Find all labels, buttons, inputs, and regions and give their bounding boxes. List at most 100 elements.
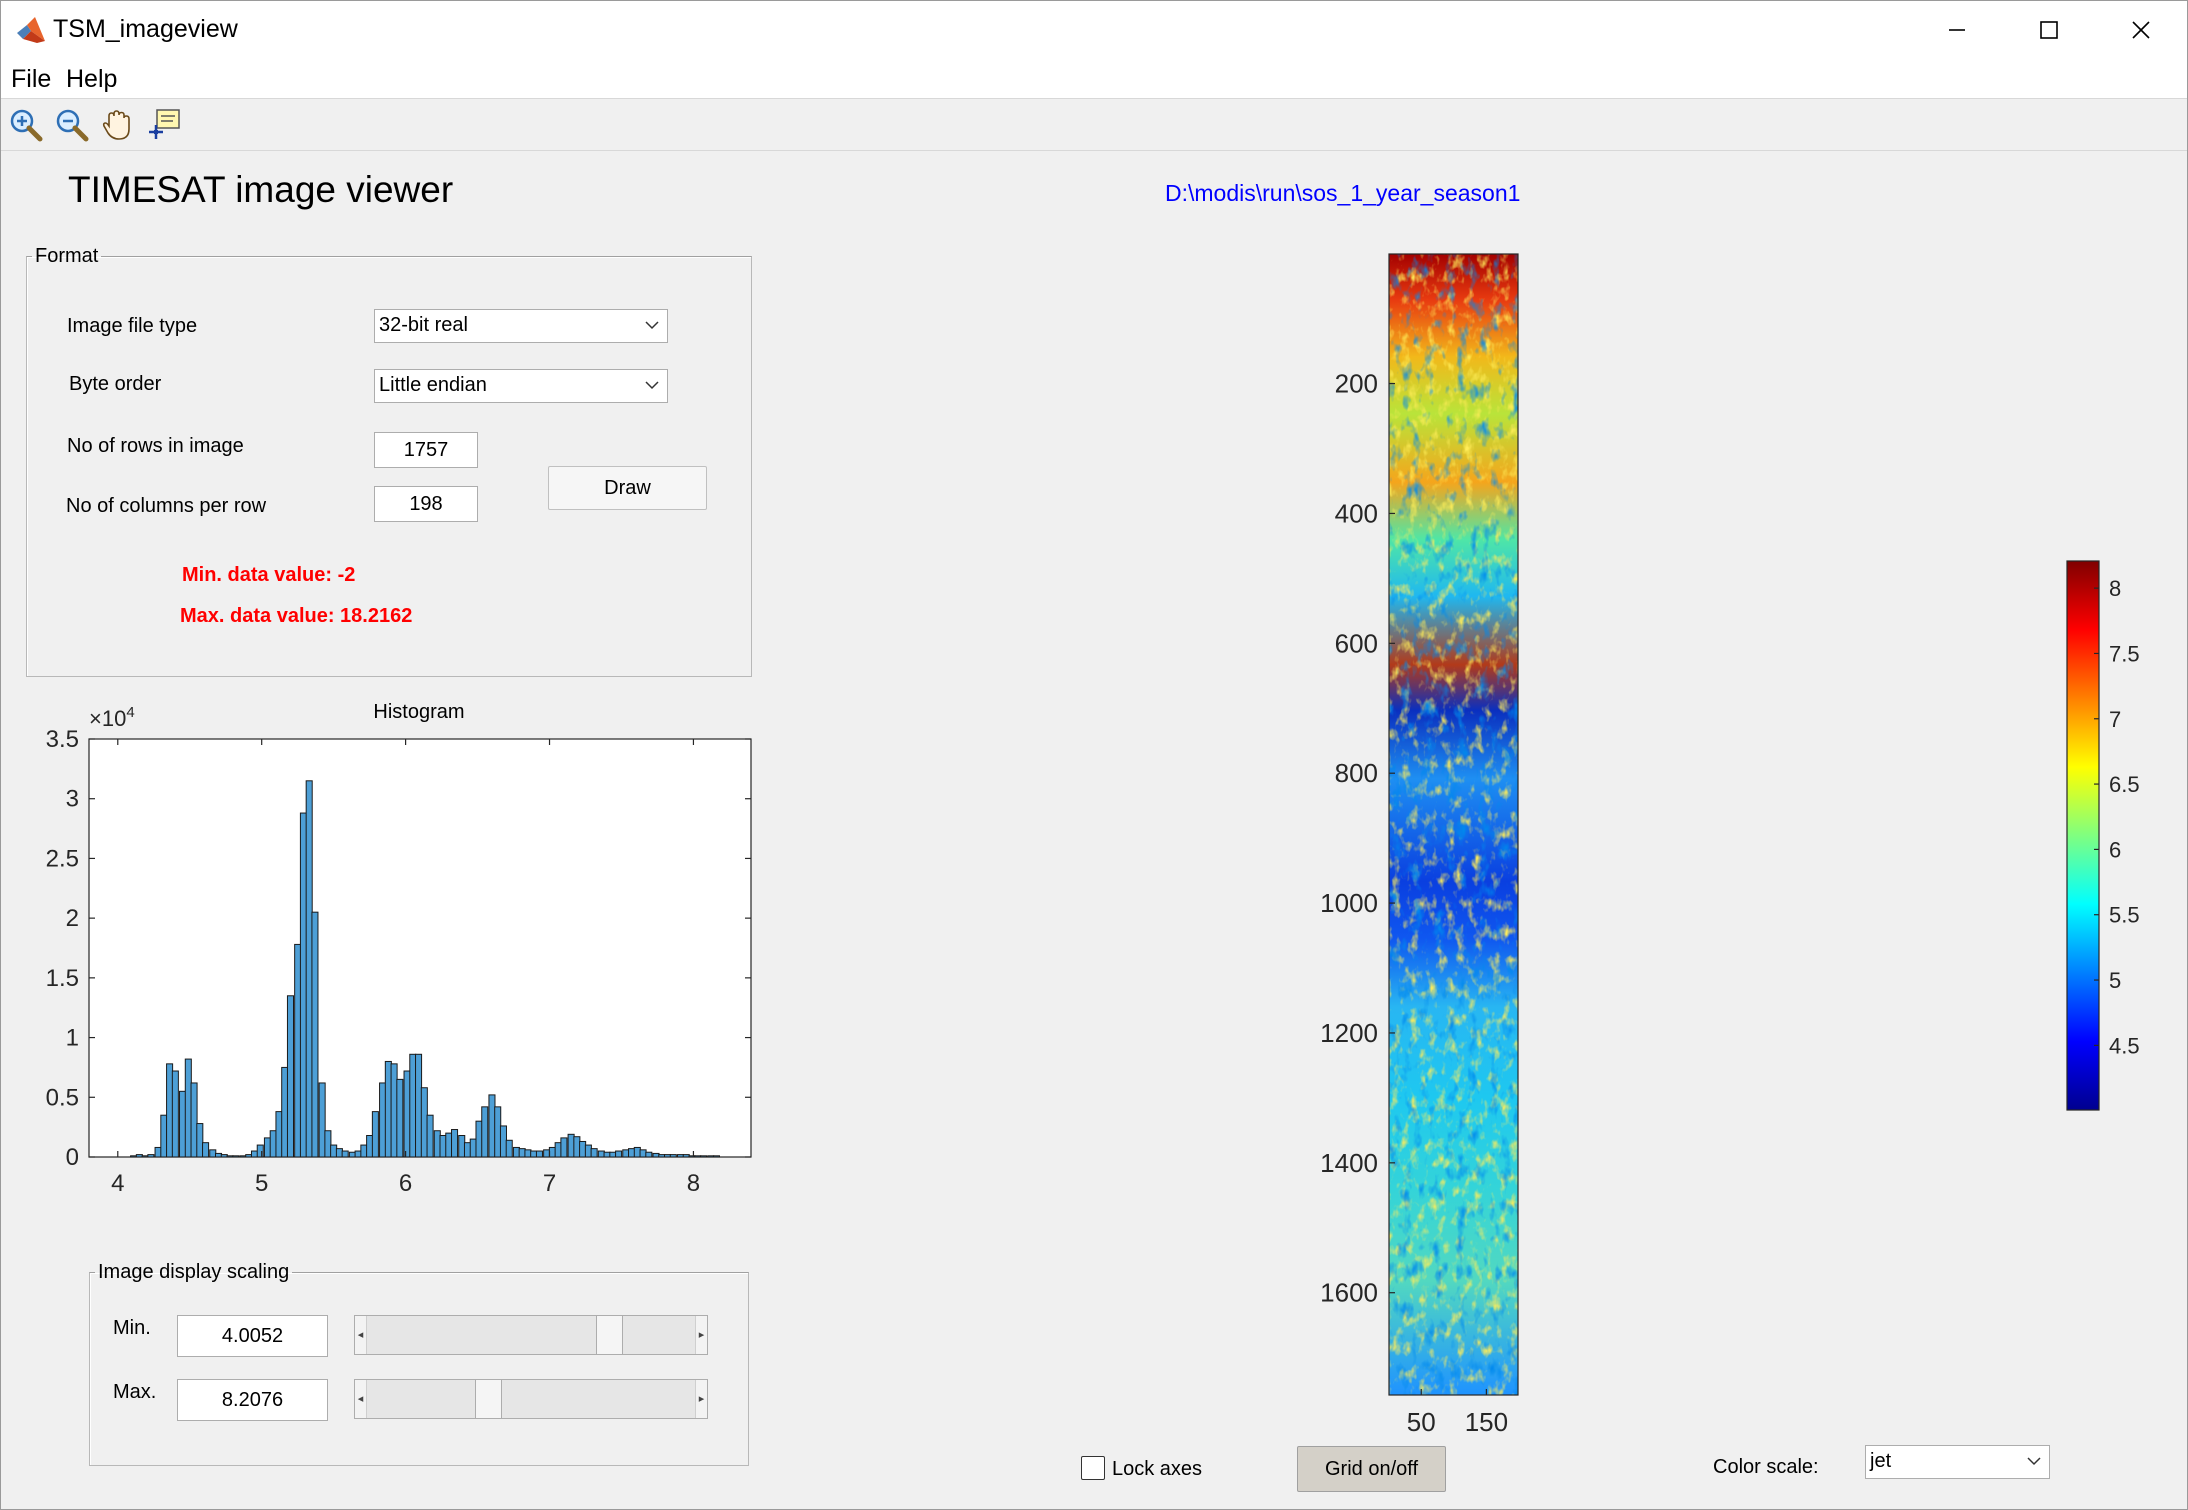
colorbar-tick-label: 5 xyxy=(2109,968,2121,993)
lock-axes-checkbox[interactable] xyxy=(1081,1456,1105,1480)
histogram-bar xyxy=(330,1144,338,1158)
grid-toggle-button[interactable]: Grid on/off xyxy=(1297,1446,1446,1492)
histogram-bar xyxy=(676,1154,685,1158)
image-y-tick-label: 400 xyxy=(1335,498,1378,528)
scaling-max-label: Max. xyxy=(113,1381,157,1403)
image-y-tick-label: 200 xyxy=(1335,369,1378,399)
maximize-icon xyxy=(2040,21,2058,39)
histogram-bar xyxy=(439,1135,447,1158)
histogram-bar xyxy=(396,1078,404,1158)
image-y-tick-label: 1400 xyxy=(1320,1148,1378,1178)
slider-thumb[interactable] xyxy=(595,1316,623,1354)
y-tick-label: 2.5 xyxy=(46,845,79,872)
zoom-in-button[interactable] xyxy=(7,106,45,144)
draw-button[interactable]: Draw xyxy=(548,466,707,510)
image-ticks: 200 400 600 800 1000 1200 1400 1600 50 150 xyxy=(1320,369,1508,1437)
min-data-value-info: Min. data value: -2 xyxy=(182,564,356,586)
histogram-bar xyxy=(573,1136,581,1158)
zoom-in-icon xyxy=(10,109,43,142)
colorbar-tick-label: 6.5 xyxy=(2109,772,2140,797)
image-y-tick-label: 1600 xyxy=(1320,1278,1378,1308)
title-bar[interactable]: TSM_imageview xyxy=(1,1,2187,59)
histogram-bar xyxy=(179,1090,187,1158)
slider-right-arrow-icon[interactable]: ▸ xyxy=(695,1316,707,1354)
minimize-button[interactable] xyxy=(1911,1,2003,59)
slider-thumb[interactable] xyxy=(475,1380,503,1418)
histogram-bar xyxy=(214,1152,223,1158)
pan-hand-icon xyxy=(102,110,130,140)
histogram-bar xyxy=(633,1146,641,1158)
histogram-bar xyxy=(597,1150,605,1158)
histogram-bar xyxy=(154,1146,162,1158)
histogram-bar xyxy=(335,1148,343,1158)
histogram-bar xyxy=(318,1082,326,1158)
colorbar-tick-label: 4.5 xyxy=(2109,1033,2140,1058)
y-tick-label: 0 xyxy=(66,1144,79,1171)
zoom-out-button[interactable] xyxy=(53,106,91,144)
scaling-max-slider[interactable]: ◂ ▸ xyxy=(354,1379,708,1419)
histogram-bar xyxy=(645,1151,653,1158)
data-cursor-button[interactable] xyxy=(145,106,183,144)
slider-right-arrow-icon[interactable]: ▸ xyxy=(695,1380,707,1418)
colorbar: 4.5 5 5.5 6 6.5 7 7.5 8 xyxy=(2066,560,2140,1111)
close-button[interactable] xyxy=(2095,1,2187,59)
histogram-bar xyxy=(141,1155,149,1158)
histogram-bar xyxy=(475,1120,483,1158)
max-data-value-info: Max. data value: 18.2162 xyxy=(180,605,413,627)
histogram-bar xyxy=(130,1155,138,1158)
histogram-bar xyxy=(463,1142,472,1158)
histogram-bar xyxy=(603,1151,611,1158)
image-y-tick-label: 600 xyxy=(1335,628,1378,658)
rows-input[interactable]: 1757 xyxy=(374,432,478,468)
histogram-bar xyxy=(190,1082,198,1158)
histogram-bar xyxy=(560,1137,568,1158)
histogram-bar xyxy=(415,1053,423,1158)
menu-file[interactable]: File xyxy=(11,65,52,93)
colorbar-gradient xyxy=(2066,560,2100,1111)
pan-button[interactable] xyxy=(99,106,137,144)
histogram-bar xyxy=(458,1135,466,1158)
histogram-bar xyxy=(530,1150,538,1158)
histogram-bar xyxy=(658,1154,666,1158)
image-file-type-dropdown[interactable]: 32-bit real xyxy=(374,309,668,343)
chevron-down-icon xyxy=(2027,1457,2041,1466)
menu-help[interactable]: Help xyxy=(66,65,118,93)
byte-order-value: Little endian xyxy=(379,374,487,396)
x-tick-label: 6 xyxy=(399,1170,412,1197)
histogram-bar xyxy=(220,1154,228,1158)
zoom-out-icon xyxy=(56,109,89,142)
image-x-tick-label: 50 xyxy=(1407,1407,1436,1437)
scaling-min-input[interactable]: 4.0052 xyxy=(177,1315,328,1357)
data-cursor-icon xyxy=(149,109,180,139)
histogram-bar xyxy=(299,812,307,1158)
histogram-bar xyxy=(622,1149,630,1158)
histogram-bar xyxy=(584,1144,592,1158)
histogram-bar xyxy=(196,1123,204,1158)
slider-left-arrow-icon[interactable]: ◂ xyxy=(355,1380,367,1418)
histogram-bar xyxy=(543,1149,551,1158)
histogram-bar xyxy=(409,1053,417,1158)
color-scale-dropdown[interactable]: jet xyxy=(1865,1445,2050,1479)
byte-order-dropdown[interactable]: Little endian xyxy=(374,369,668,403)
histogram-bar xyxy=(256,1144,264,1158)
histogram-bar xyxy=(699,1155,708,1158)
columns-input[interactable]: 198 xyxy=(374,486,478,522)
scaling-min-slider[interactable]: ◂ ▸ xyxy=(354,1315,708,1355)
histogram-bar xyxy=(171,1070,179,1158)
x-tick-label: 8 xyxy=(687,1170,700,1197)
slider-left-arrow-icon[interactable]: ◂ xyxy=(355,1316,367,1354)
histogram-bar xyxy=(269,1130,277,1158)
colorbar-tick-label: 6 xyxy=(2109,837,2121,862)
histogram-bar xyxy=(451,1129,459,1158)
chevron-down-icon xyxy=(645,381,659,390)
histogram-bar xyxy=(433,1130,441,1158)
x-tick-label: 7 xyxy=(543,1170,556,1197)
scaling-max-input[interactable]: 8.2076 xyxy=(177,1379,328,1421)
maximize-button[interactable] xyxy=(2003,1,2095,59)
y-exponent-label: ×104 xyxy=(89,704,135,731)
histogram-bar xyxy=(688,1155,696,1158)
histogram-bar xyxy=(166,1063,174,1158)
histogram-bar xyxy=(524,1149,532,1158)
y-tick-label: 3.5 xyxy=(46,726,79,753)
image-y-tick-label: 800 xyxy=(1335,758,1378,788)
